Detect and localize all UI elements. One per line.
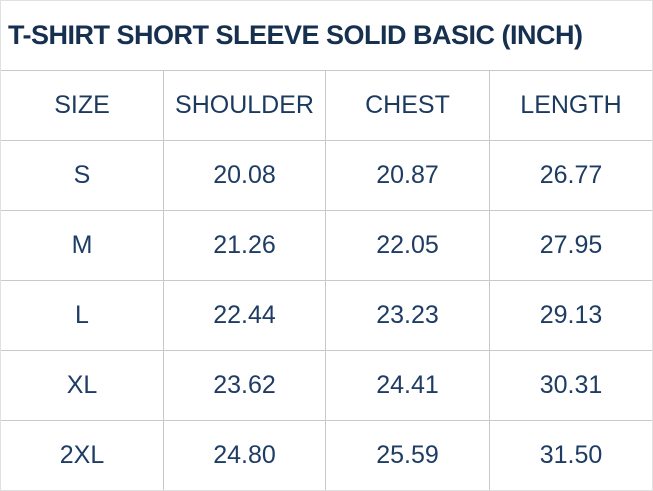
row-m-shoulder-value: 21.26 [163, 210, 325, 280]
row-l-length-value: 29.13 [489, 280, 652, 350]
row-2xl-length-value: 31.50 [489, 420, 652, 490]
row-2xl-shoulder-value: 24.80 [163, 420, 325, 490]
row-m-size-label: M [1, 210, 163, 280]
column-header-chest: CHEST [325, 70, 489, 140]
size-chart-grid: SIZE SHOULDER CHEST LENGTH S 20.08 20.87… [1, 70, 652, 490]
row-s-chest-value: 20.87 [325, 140, 489, 210]
row-xl-size-label: XL [1, 350, 163, 420]
row-s-shoulder-value: 20.08 [163, 140, 325, 210]
row-m-chest-value: 22.05 [325, 210, 489, 280]
row-2xl-size-label: 2XL [1, 420, 163, 490]
column-header-length: LENGTH [489, 70, 652, 140]
row-s-length-value: 26.77 [489, 140, 652, 210]
row-l-shoulder-value: 22.44 [163, 280, 325, 350]
row-m-length-value: 27.95 [489, 210, 652, 280]
row-s-size-label: S [1, 140, 163, 210]
row-l-chest-value: 23.23 [325, 280, 489, 350]
size-chart-title: T-SHIRT SHORT SLEEVE SOLID BASIC (INCH) [8, 20, 583, 50]
row-xl-length-value: 30.31 [489, 350, 652, 420]
column-header-size: SIZE [1, 70, 163, 140]
row-xl-chest-value: 24.41 [325, 350, 489, 420]
row-xl-shoulder-value: 23.62 [163, 350, 325, 420]
column-header-shoulder: SHOULDER [163, 70, 325, 140]
row-l-size-label: L [1, 280, 163, 350]
row-2xl-chest-value: 25.59 [325, 420, 489, 490]
